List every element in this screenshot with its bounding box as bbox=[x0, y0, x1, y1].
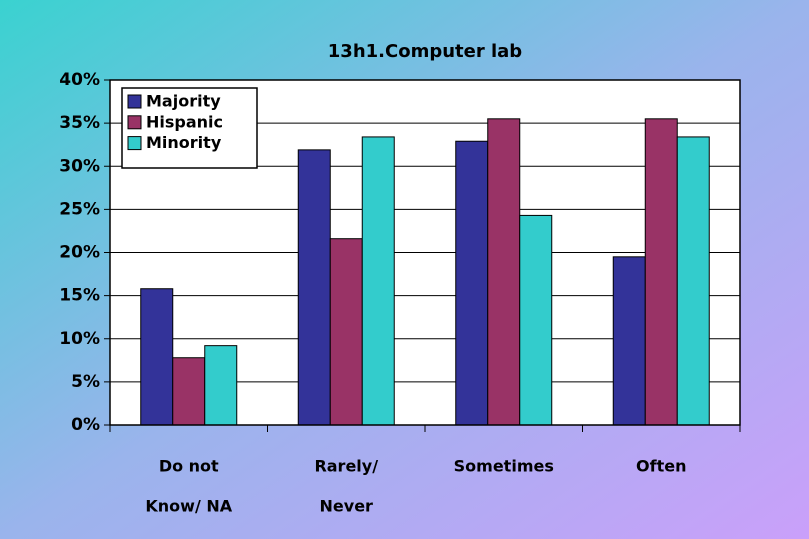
bar bbox=[519, 214, 553, 426]
legend-label: Majority bbox=[146, 92, 221, 111]
y-tick-label: 35% bbox=[59, 113, 100, 133]
legend-label: Minority bbox=[146, 133, 222, 152]
plot-border bbox=[109, 79, 741, 426]
y-tick-label: 20% bbox=[59, 243, 100, 263]
bar bbox=[172, 357, 206, 426]
y-tick-label: 15% bbox=[59, 286, 100, 306]
x-tick-label: Know/ NA bbox=[145, 497, 232, 516]
legend-box bbox=[121, 87, 258, 169]
legend-swatch bbox=[127, 115, 142, 130]
x-tick-label: Never bbox=[320, 497, 374, 516]
chart-title: 13h1.Computer lab bbox=[328, 41, 523, 62]
y-tick-label: 10% bbox=[59, 329, 100, 349]
y-tick-label: 5% bbox=[71, 372, 100, 392]
bar bbox=[455, 140, 489, 426]
bar bbox=[204, 345, 238, 426]
bar bbox=[297, 149, 331, 426]
x-tick-label: Often bbox=[636, 457, 686, 476]
bar bbox=[612, 256, 646, 426]
bar bbox=[140, 288, 174, 426]
bar bbox=[361, 136, 395, 426]
bar bbox=[487, 118, 521, 426]
bar bbox=[329, 238, 363, 426]
bar bbox=[676, 136, 710, 426]
y-tick-label: 25% bbox=[59, 199, 100, 219]
x-tick-label: Sometimes bbox=[454, 457, 554, 476]
legend-swatch bbox=[127, 136, 142, 151]
legend-label: Hispanic bbox=[146, 112, 223, 131]
y-tick-label: 40% bbox=[59, 70, 100, 90]
y-tick-label: 30% bbox=[59, 156, 100, 176]
x-tick-label: Do not bbox=[159, 457, 219, 476]
y-tick-label: 0% bbox=[71, 415, 100, 435]
x-tick-label: Rarely/ bbox=[314, 457, 378, 476]
bar bbox=[644, 118, 678, 426]
legend-swatch bbox=[127, 94, 142, 109]
